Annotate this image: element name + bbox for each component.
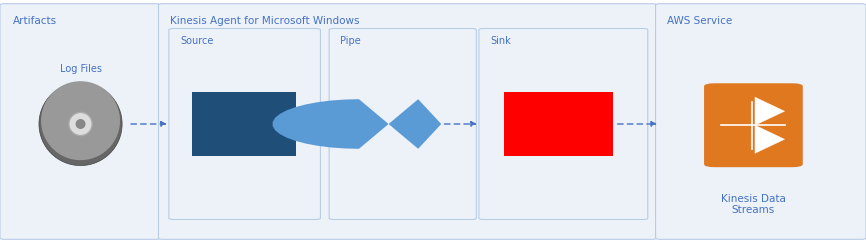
Polygon shape	[273, 99, 442, 149]
FancyBboxPatch shape	[169, 29, 320, 219]
Text: Source: Source	[180, 36, 214, 46]
Text: AWS Service: AWS Service	[667, 16, 732, 26]
Text: Kinesis Agent for Microsoft Windows: Kinesis Agent for Microsoft Windows	[170, 16, 359, 26]
FancyBboxPatch shape	[479, 29, 648, 219]
Text: A: A	[391, 118, 398, 130]
Text: DirectorySource: DirectorySource	[202, 119, 287, 129]
Ellipse shape	[39, 82, 122, 166]
Ellipse shape	[41, 81, 120, 160]
Polygon shape	[755, 97, 785, 125]
FancyBboxPatch shape	[0, 4, 160, 239]
FancyBboxPatch shape	[656, 4, 866, 239]
Text: Log Files: Log Files	[60, 64, 101, 74]
Ellipse shape	[75, 119, 86, 129]
Text: Sink: Sink	[490, 36, 511, 46]
FancyBboxPatch shape	[704, 83, 803, 167]
Text: Pipe: Pipe	[340, 36, 361, 46]
Text: Artifacts: Artifacts	[13, 16, 57, 26]
Ellipse shape	[69, 112, 92, 136]
FancyBboxPatch shape	[329, 29, 476, 219]
FancyBboxPatch shape	[192, 92, 296, 156]
Text: Kinesis Data
Streams: Kinesis Data Streams	[721, 194, 785, 216]
Polygon shape	[755, 125, 785, 153]
Text: KinesisStream
Sink: KinesisStream Sink	[519, 112, 598, 136]
FancyBboxPatch shape	[158, 4, 656, 239]
FancyBboxPatch shape	[504, 92, 613, 156]
